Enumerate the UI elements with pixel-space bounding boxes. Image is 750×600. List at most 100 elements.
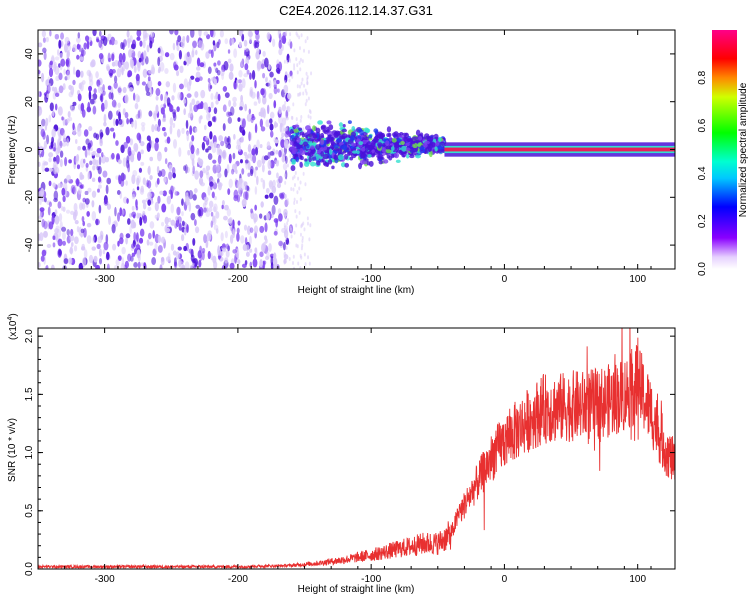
spectrogram-cell <box>364 128 371 133</box>
spectrogram-cell <box>205 169 209 176</box>
spectrogram-cell <box>194 219 197 227</box>
spectrogram-cell <box>81 216 85 223</box>
spectrogram-cell <box>57 144 61 154</box>
spectrogram-cell <box>281 132 285 138</box>
spectrogram-cell <box>195 204 201 209</box>
spectrogram-cell <box>146 239 150 246</box>
spectrogram-cell <box>309 223 312 228</box>
spectrogram-cell <box>124 260 129 269</box>
spectrogram-cell <box>284 130 289 138</box>
spectrogram-cell <box>269 118 273 124</box>
spectrogram-cell <box>250 91 256 99</box>
spectrogram-cell <box>152 248 157 257</box>
spectrogram-cell <box>258 213 263 219</box>
spectrogram-cell <box>107 85 112 91</box>
spectrogram-cell <box>92 93 98 100</box>
spectrogram-cell <box>258 111 262 117</box>
spectrogram-cell <box>283 251 287 257</box>
spectrogram-cell <box>205 165 211 171</box>
spectrogram-cell <box>262 260 266 269</box>
spectrogram-cell <box>424 140 430 145</box>
spectrogram-cell <box>96 166 100 171</box>
spectrogram-cell <box>385 140 390 147</box>
spectrogram-cell <box>293 124 300 128</box>
spectrogram-cell <box>160 107 165 115</box>
spectrogram-cell <box>292 254 295 259</box>
spectrogram-cell <box>245 190 249 201</box>
spectrogram-cell <box>303 227 306 232</box>
spectrogram-cell <box>183 78 188 88</box>
spectrogram-cell <box>285 141 288 146</box>
spectrogram-cell <box>62 132 66 141</box>
spectrogram-cell <box>172 82 177 93</box>
spectrogram-cell <box>81 243 85 251</box>
spectrogram-cell <box>45 264 49 269</box>
spectrogram-cell <box>91 200 95 208</box>
spectrogram-cell <box>151 257 157 266</box>
spectrogram-cell <box>222 85 228 92</box>
spectrogram-cell <box>260 88 265 96</box>
spectrogram-cell <box>91 246 96 251</box>
spectrogram-cell <box>164 158 168 165</box>
spectrogram-cell <box>110 127 115 132</box>
spectrogram-cell <box>177 216 182 224</box>
spectrogram-cell <box>176 128 181 138</box>
spectrogram-cell <box>121 208 126 217</box>
spectrogram-cell <box>136 30 142 38</box>
spectrogram-cell <box>80 231 84 238</box>
spectrogram-cell <box>226 208 231 217</box>
spectrogram-cell <box>126 198 129 204</box>
spectrogram-cell <box>370 142 376 148</box>
spectrogram-cell <box>291 261 294 266</box>
spectrogram-cell <box>250 165 254 175</box>
spectrogram-cell <box>62 206 66 212</box>
spectrogram-cell <box>169 124 173 135</box>
spectrogram-cell <box>367 154 372 158</box>
spectrogram-cell <box>123 141 128 149</box>
spectrogram-cell <box>254 123 258 134</box>
spectrogram-cell <box>154 141 159 152</box>
snr-ytick-label: 0.5 <box>24 503 35 517</box>
snr-ytick-label: 2.0 <box>24 329 35 343</box>
spectrogram-cell <box>135 93 140 103</box>
spectrogram-cell <box>217 145 221 154</box>
spectrogram-cell <box>264 57 269 68</box>
spectrogram-cell <box>236 79 239 84</box>
spectrogram-cell <box>114 206 117 217</box>
spectrogram-cell <box>77 93 82 102</box>
spectrogram-cell <box>165 81 171 88</box>
spectrogram-cell <box>58 85 64 94</box>
spectrogram-cell <box>183 165 187 172</box>
spectrogram-ytick-label: 0 <box>24 146 35 152</box>
spectrogram-cell <box>256 47 260 55</box>
spectrogram-cell <box>61 226 67 232</box>
spectrogram-cell <box>300 255 303 260</box>
spectrogram-cell <box>302 141 309 147</box>
spectrogram-cell <box>296 137 301 144</box>
spectrogram-cell <box>192 40 197 49</box>
spectrogram-cell <box>89 61 95 68</box>
spectrogram-cell <box>149 40 153 49</box>
spectrogram-cell <box>76 43 81 50</box>
spectrogram-cell <box>228 99 232 107</box>
spectrogram-cell <box>306 81 309 86</box>
spectrogram-ytick-label: -20 <box>24 190 35 205</box>
spectrogram-cell <box>224 168 228 178</box>
spectrogram-cell <box>283 59 286 64</box>
spectrogram-cell <box>226 137 230 143</box>
spectrogram-cell <box>116 189 121 195</box>
spectrogram-cell <box>109 72 113 78</box>
spectrogram-cell <box>88 85 93 92</box>
spectrogram-cell <box>47 82 52 92</box>
spectrogram-cell <box>106 251 110 261</box>
spectrogram-cell <box>112 118 116 127</box>
spectrogram-cell <box>273 86 278 95</box>
spectrogram-cell <box>39 198 42 206</box>
spectrogram-cell <box>186 51 190 58</box>
spectrogram-cell <box>300 224 303 229</box>
spectrogram-cell <box>132 221 137 229</box>
spectrogram-cell <box>264 222 268 233</box>
spectrogram-cell <box>229 262 235 269</box>
spectrogram-cell <box>49 167 53 172</box>
svg-text:(x104): (x104) <box>7 313 19 340</box>
